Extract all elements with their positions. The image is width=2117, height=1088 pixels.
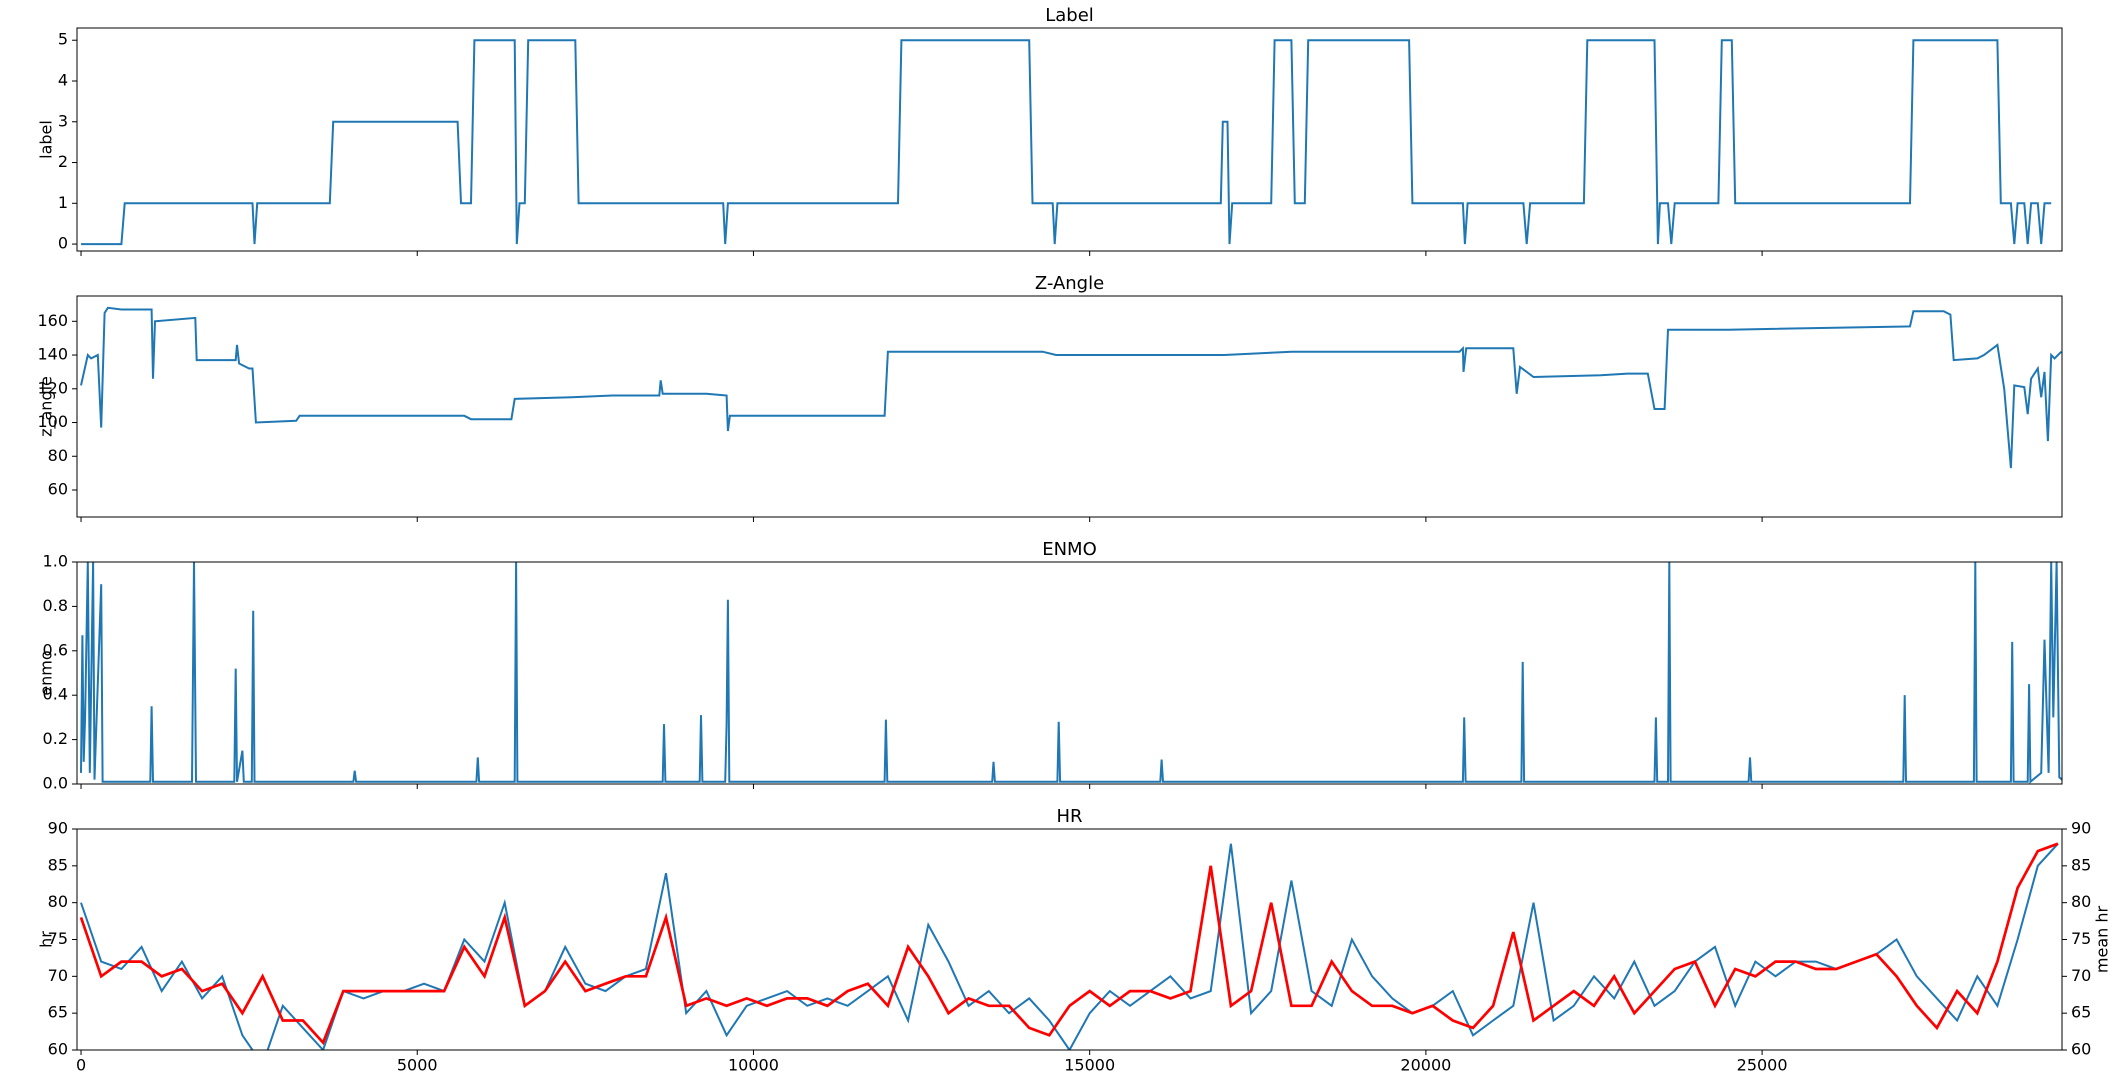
chart-title: ENMO xyxy=(1042,539,1097,560)
data-line xyxy=(80,306,2062,469)
y-axis-label: enmo xyxy=(37,650,56,695)
x-tick-label: 0 xyxy=(76,1056,86,1075)
y-tick-label: 60 xyxy=(48,480,68,499)
y2-tick-label: 70 xyxy=(2071,966,2091,985)
y2-tick-label: 85 xyxy=(2071,855,2091,874)
y2-axis-label: mean hr xyxy=(2093,905,2112,973)
chart-title: HR xyxy=(1056,806,1082,827)
plot-frame xyxy=(76,561,2063,785)
x-tick-label: 20000 xyxy=(1400,1056,1451,1075)
data-line xyxy=(80,562,2062,784)
y-axis-label: label xyxy=(37,120,56,159)
y-tick-label: 140 xyxy=(37,345,68,364)
y-tick-label: 0.4 xyxy=(43,685,68,704)
y-axis-label: hr xyxy=(37,931,56,948)
y-tick-label: 0.8 xyxy=(43,596,68,615)
y-tick-label: 1 xyxy=(58,193,68,212)
y-tick-label: 2 xyxy=(58,152,68,171)
x-tick-label: 10000 xyxy=(728,1056,779,1075)
chart-title: Label xyxy=(1045,5,1094,26)
y-tick-label: 65 xyxy=(48,1003,68,1022)
plot-frame xyxy=(76,295,2063,518)
data-line xyxy=(81,39,2052,246)
y-tick-label: 0.6 xyxy=(43,640,68,659)
y-tick-label: 75 xyxy=(48,929,68,948)
y-tick-label: 85 xyxy=(48,855,68,874)
x-tick-label: 25000 xyxy=(1737,1056,1788,1075)
y-tick-label: 80 xyxy=(48,892,68,911)
y-tick-label: 1.0 xyxy=(43,552,68,571)
y-tick-label: 0 xyxy=(58,234,68,253)
y-tick-label: 0.2 xyxy=(43,729,68,748)
y2-tick-label: 60 xyxy=(2071,1040,2091,1059)
y-axis-label: z_angle xyxy=(37,376,57,437)
x-tick-label: 5000 xyxy=(397,1056,438,1075)
y-tick-label: 80 xyxy=(48,446,68,465)
y-tick-label: 100 xyxy=(37,412,68,431)
y-tick-label: 160 xyxy=(37,311,68,330)
data-line xyxy=(80,843,2059,1050)
chart-title: Z-Angle xyxy=(1035,273,1104,294)
y2-tick-label: 90 xyxy=(2071,819,2091,838)
y2-tick-label: 75 xyxy=(2071,929,2091,948)
y-tick-label: 60 xyxy=(48,1040,68,1059)
data-line xyxy=(79,842,2059,1046)
plot-frame xyxy=(76,828,2063,1051)
y2-tick-label: 65 xyxy=(2071,1003,2091,1022)
y-tick-label: 0.0 xyxy=(43,774,68,793)
y2-tick-label: 80 xyxy=(2071,892,2091,911)
x-tick-label: 15000 xyxy=(1064,1056,1115,1075)
y-tick-label: 4 xyxy=(58,70,68,89)
y-tick-label: 5 xyxy=(58,30,68,49)
y-tick-label: 90 xyxy=(48,819,68,838)
plot-frame xyxy=(76,27,2063,252)
y-tick-label: 3 xyxy=(58,111,68,130)
y-tick-label: 70 xyxy=(48,966,68,985)
y-tick-label: 120 xyxy=(37,378,68,397)
